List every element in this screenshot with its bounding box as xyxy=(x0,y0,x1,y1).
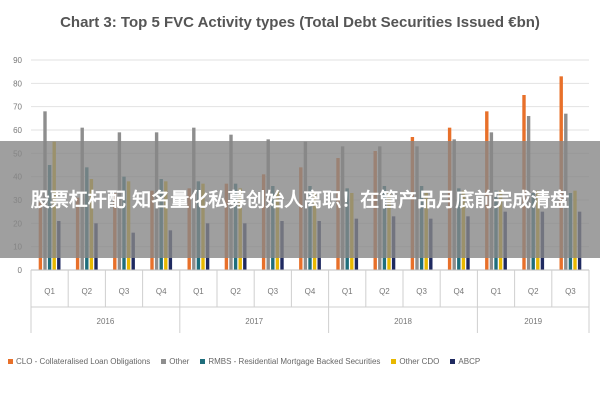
legend-item: ABCP xyxy=(450,357,480,366)
y-tick-label: 90 xyxy=(13,56,22,65)
y-tick-label: 70 xyxy=(13,103,22,112)
group-label: 2018 xyxy=(394,317,412,326)
x-tick-label: Q1 xyxy=(342,287,353,296)
legend-swatch xyxy=(8,358,13,364)
legend-item: CLO - Collateralised Loan Obligations xyxy=(8,357,150,366)
x-tick-label: Q2 xyxy=(379,287,390,296)
x-tick-label: Q3 xyxy=(267,287,278,296)
legend-swatch xyxy=(450,358,456,364)
legend-label: ABCP xyxy=(458,356,481,366)
legend-swatch xyxy=(161,358,167,364)
legend-label: RMBS - Residential Mortgage Backed Secur… xyxy=(208,356,381,366)
axes: 0102030405060708090Q1Q2Q3Q4Q1Q2Q3Q4Q1Q2Q… xyxy=(13,56,590,333)
legend-item: Other xyxy=(161,357,189,366)
y-tick-label: 60 xyxy=(13,126,22,135)
chart-title: Chart 3: Top 5 FVC Activity types (Total… xyxy=(60,14,540,31)
x-tick-label: Q3 xyxy=(119,287,130,296)
legend-swatch xyxy=(391,358,397,364)
group-label: 2016 xyxy=(97,317,115,326)
y-tick-label: 0 xyxy=(18,266,23,275)
legend-swatch xyxy=(200,358,206,364)
x-tick-label: Q1 xyxy=(491,287,502,296)
legend-item: Other CDO xyxy=(391,357,439,366)
legend-label: CLO - Collateralised Loan Obligations xyxy=(16,356,151,366)
x-tick-label: Q1 xyxy=(193,287,204,296)
y-tick-label: 80 xyxy=(13,79,22,88)
x-tick-label: Q4 xyxy=(156,287,167,296)
legend: CLO - Collateralised Loan Obligations Oth… xyxy=(8,353,598,369)
x-tick-label: Q1 xyxy=(44,287,55,296)
legend-item: RMBS - Residential Mortgage Backed Secur… xyxy=(200,357,380,366)
group-label: 2017 xyxy=(245,317,263,326)
x-tick-label: Q4 xyxy=(453,287,464,296)
x-tick-label: Q4 xyxy=(305,287,316,296)
group-label: 2019 xyxy=(524,317,542,326)
banner-text: 股票杠杆配 知名量化私募创始人离职！在管产品月底前完成清盘 xyxy=(30,188,570,211)
x-tick-label: Q3 xyxy=(416,287,427,296)
x-tick-label: Q2 xyxy=(230,287,241,296)
x-tick-label: Q3 xyxy=(565,287,576,296)
overlay-banner: 股票杠杆配 知名量化私募创始人离职！在管产品月底前完成清盘 xyxy=(0,141,600,258)
legend-label: Other CDO xyxy=(399,356,440,366)
legend-label: Other xyxy=(169,356,190,366)
x-tick-label: Q2 xyxy=(528,287,539,296)
x-tick-label: Q2 xyxy=(81,287,92,296)
